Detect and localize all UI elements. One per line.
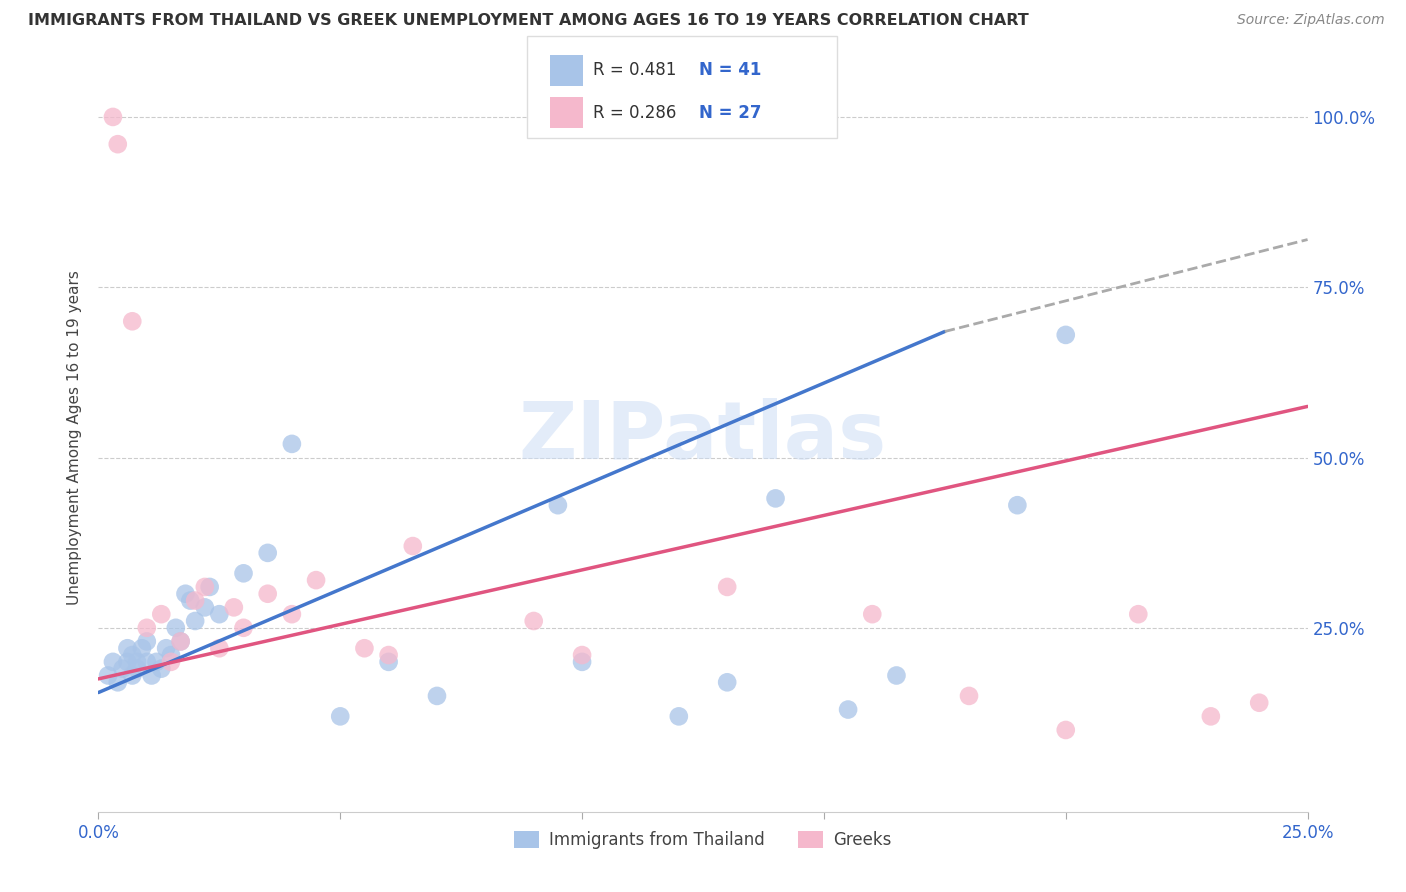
Point xyxy=(184,593,207,607)
Point xyxy=(860,607,883,622)
Point xyxy=(1249,696,1271,710)
Point xyxy=(716,580,738,594)
Point xyxy=(121,314,143,328)
Point xyxy=(145,655,167,669)
Point xyxy=(150,662,173,676)
Legend: Immigrants from Thailand, Greeks: Immigrants from Thailand, Greeks xyxy=(508,824,898,855)
Point xyxy=(377,655,399,669)
Point xyxy=(184,614,207,628)
Text: R = 0.286: R = 0.286 xyxy=(593,103,676,121)
Point xyxy=(523,614,546,628)
Point xyxy=(377,648,399,662)
Text: N = 27: N = 27 xyxy=(699,103,761,121)
Point xyxy=(402,539,425,553)
Point xyxy=(256,546,278,560)
Point xyxy=(668,709,690,723)
Point xyxy=(160,655,183,669)
Point xyxy=(1054,723,1077,737)
Point xyxy=(155,641,177,656)
Point xyxy=(101,655,124,669)
Point xyxy=(135,621,157,635)
Point xyxy=(256,587,278,601)
Point xyxy=(1007,498,1029,512)
Point xyxy=(150,607,173,622)
Point xyxy=(107,137,129,152)
Point xyxy=(194,580,217,594)
Point xyxy=(165,621,187,635)
Point xyxy=(198,580,221,594)
Point xyxy=(107,675,129,690)
Point xyxy=(232,621,254,635)
Point xyxy=(208,607,231,622)
Point xyxy=(716,675,738,690)
Point xyxy=(886,668,908,682)
Text: N = 41: N = 41 xyxy=(699,62,761,79)
Text: Source: ZipAtlas.com: Source: ZipAtlas.com xyxy=(1237,13,1385,28)
Point xyxy=(111,662,134,676)
Point xyxy=(837,702,859,716)
Point xyxy=(160,648,183,662)
Point xyxy=(208,641,231,656)
Point xyxy=(329,709,352,723)
Point xyxy=(121,648,143,662)
Point xyxy=(117,655,139,669)
Point xyxy=(426,689,449,703)
Point xyxy=(179,593,201,607)
Point xyxy=(1199,709,1222,723)
Point xyxy=(101,110,124,124)
Point xyxy=(571,655,593,669)
Y-axis label: Unemployment Among Ages 16 to 19 years: Unemployment Among Ages 16 to 19 years xyxy=(67,269,83,605)
Point xyxy=(957,689,980,703)
Point xyxy=(174,587,197,601)
Point xyxy=(353,641,375,656)
Point xyxy=(547,498,569,512)
Point xyxy=(765,491,787,506)
Text: R = 0.481: R = 0.481 xyxy=(593,62,676,79)
Point xyxy=(121,668,143,682)
Point xyxy=(194,600,217,615)
Text: ZIPatlas: ZIPatlas xyxy=(519,398,887,476)
Point xyxy=(135,655,157,669)
Point xyxy=(127,655,149,669)
Point xyxy=(222,600,245,615)
Point xyxy=(1128,607,1150,622)
Point xyxy=(1054,327,1077,342)
Point xyxy=(305,573,328,587)
Point xyxy=(281,607,304,622)
Point xyxy=(169,634,191,648)
Point xyxy=(571,648,593,662)
Point xyxy=(135,634,157,648)
Point xyxy=(141,668,163,682)
Point xyxy=(117,641,139,656)
Point xyxy=(131,641,153,656)
Point xyxy=(281,437,304,451)
Point xyxy=(127,662,149,676)
Text: IMMIGRANTS FROM THAILAND VS GREEK UNEMPLOYMENT AMONG AGES 16 TO 19 YEARS CORRELA: IMMIGRANTS FROM THAILAND VS GREEK UNEMPL… xyxy=(28,13,1029,29)
Point xyxy=(97,668,120,682)
Point xyxy=(232,566,254,581)
Point xyxy=(169,634,191,648)
